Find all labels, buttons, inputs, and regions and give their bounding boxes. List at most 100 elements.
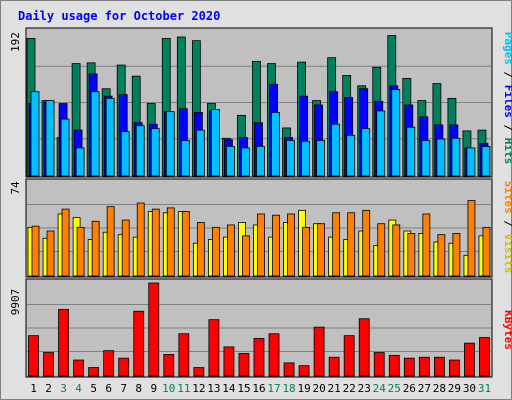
bar-kbytes: [343, 335, 355, 377]
bar-pages: [436, 138, 446, 177]
bar-pages: [346, 134, 356, 177]
day-label: 11: [177, 382, 190, 395]
bar-kbytes: [373, 352, 385, 377]
day-label: 12: [192, 382, 205, 395]
day-label: 18: [282, 382, 295, 395]
bar-kbytes: [28, 335, 39, 377]
panel-kbytes: [25, 278, 493, 378]
bar-pages: [180, 140, 190, 177]
bar-kbytes: [403, 357, 415, 377]
day-label: 17: [267, 382, 280, 395]
day-labels: 1 2 3 4 5 6 7 8 9 10 11 12 13 14 15 16 17 18 19 20 21 22 23 24 2…: [30, 382, 491, 395]
day-label: 9: [150, 382, 157, 395]
bar-kbytes: [433, 356, 445, 377]
bar-sites: [317, 223, 326, 277]
day-label: 21: [328, 382, 341, 395]
day-label: 5: [90, 382, 97, 395]
bar-kbytes: [148, 282, 160, 377]
bar-kbytes: [358, 318, 370, 377]
bar-kbytes: [479, 337, 490, 377]
y-max-label-middle: 74: [9, 181, 22, 195]
bar-pages: [256, 146, 265, 177]
bar-pages: [376, 110, 386, 177]
bar-kbytes: [449, 359, 460, 377]
bar-kbytes: [268, 333, 280, 377]
svg-text:KBytes: KBytes: [502, 310, 512, 350]
day-label: 13: [207, 382, 220, 395]
day-label: 29: [448, 382, 461, 395]
day-label: 10: [162, 382, 175, 395]
bar-pages: [226, 146, 235, 177]
day-label: 8: [135, 382, 142, 395]
bar-sites: [181, 211, 190, 277]
svg-text:Sites / Visits: Sites / Visits: [502, 181, 512, 274]
bar-pages: [120, 131, 130, 177]
bar-kbytes: [178, 333, 190, 377]
day-label: 26: [403, 382, 416, 395]
bar-sites: [166, 207, 175, 277]
bar-pages: [481, 146, 491, 177]
bar-pages: [135, 125, 145, 177]
bar-pages: [451, 137, 461, 177]
legend-visits: Visits: [502, 234, 512, 274]
legend-top: Pages / Files / Hits: [502, 32, 512, 165]
bar-sites: [302, 226, 310, 277]
bar-kbytes: [253, 338, 265, 377]
bar-pages: [30, 91, 40, 177]
bar-kbytes: [193, 367, 205, 377]
bar-pages: [316, 140, 326, 177]
bar-sites: [287, 213, 295, 277]
day-label: 2: [45, 382, 52, 395]
bar-sites: [227, 224, 235, 277]
bar-sites: [377, 223, 386, 277]
bar-pages: [105, 97, 115, 177]
bar-kbytes: [118, 357, 130, 377]
bar-sites: [211, 226, 220, 277]
bar-sites: [121, 219, 130, 277]
bar-pages: [421, 140, 431, 177]
day-label: 15: [237, 382, 250, 395]
legend-files: Files: [502, 85, 512, 118]
bar-pages: [165, 111, 175, 177]
bar-sites: [482, 226, 491, 277]
chart-title: Daily usage for October 2020: [18, 9, 220, 23]
bar-sites: [437, 234, 446, 277]
bar-pages: [301, 140, 310, 177]
bar-kbytes: [163, 354, 175, 377]
bar-pages: [241, 147, 250, 177]
bar-sites: [151, 208, 160, 277]
bar-sites: [452, 233, 461, 277]
bar-pages: [150, 128, 160, 177]
panel-visits-sites: [25, 178, 493, 278]
bar-pages: [45, 100, 55, 177]
legend-middle: Sites / Visits: [502, 181, 512, 274]
legend-bottom: KBytes: [502, 310, 512, 350]
bar-pages: [331, 123, 341, 177]
bar-kbytes: [388, 354, 400, 377]
bar-kbytes: [283, 362, 295, 377]
panel-hits-files-pages: [25, 27, 493, 178]
day-label: 7: [120, 382, 127, 395]
bar-kbytes: [58, 308, 69, 377]
legend-sites: Sites: [502, 181, 512, 214]
bar-kbytes: [223, 346, 235, 377]
svg-text:Pages / Files / Hits: Pages / Files / Hits: [502, 32, 512, 165]
bar-pages: [60, 118, 70, 177]
bar-kbytes: [133, 310, 145, 377]
bar-sites: [272, 214, 280, 277]
day-label: 16: [252, 382, 265, 395]
bar-sites: [242, 235, 250, 277]
bar-kbytes: [313, 326, 325, 377]
bar-sites: [362, 209, 371, 277]
bar-kbytes: [73, 359, 84, 377]
day-label: 28: [433, 382, 446, 395]
day-label: 22: [343, 382, 356, 395]
bar-kbytes: [464, 342, 475, 377]
bar-pages: [271, 111, 280, 177]
bar-sites: [422, 213, 431, 277]
bar-pages: [406, 126, 416, 177]
bar-sites: [392, 224, 401, 277]
bar-kbytes: [103, 350, 115, 377]
bar-pages: [391, 89, 401, 177]
